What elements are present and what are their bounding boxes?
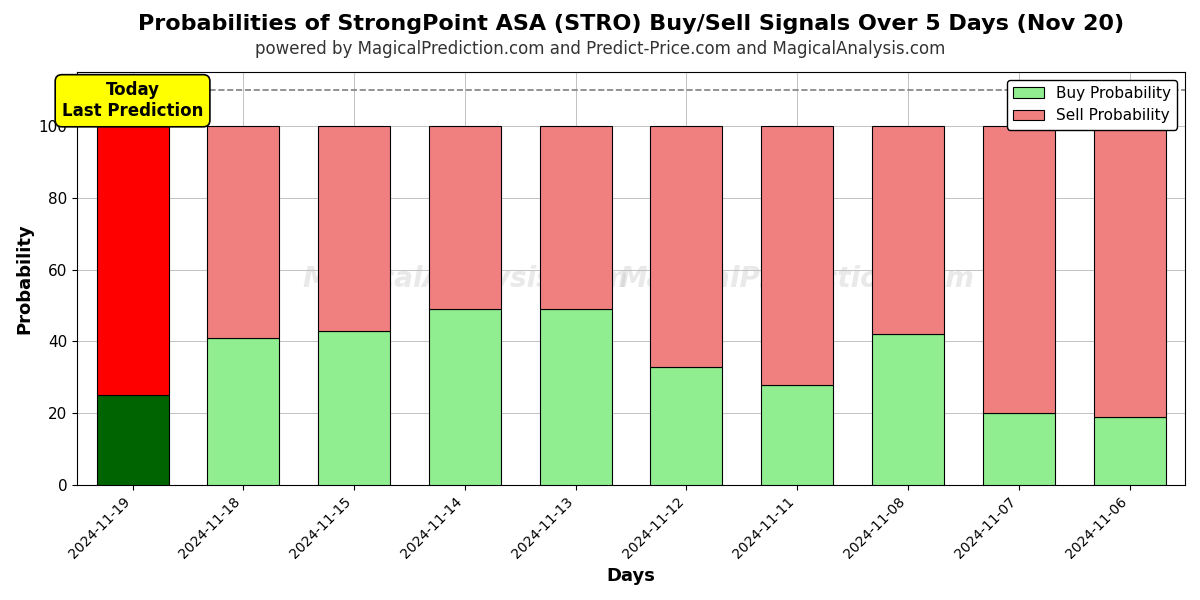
Bar	[983, 126, 1055, 413]
Text: MagicalPrediction.com: MagicalPrediction.com	[619, 265, 974, 293]
Bar	[1093, 417, 1165, 485]
Bar	[761, 385, 833, 485]
Bar	[208, 338, 280, 485]
Bar	[428, 309, 500, 485]
Text: powered by MagicalPrediction.com and Predict-Price.com and MagicalAnalysis.com: powered by MagicalPrediction.com and Pre…	[254, 40, 946, 58]
Title: Probabilities of StrongPoint ASA (STRO) Buy/Sell Signals Over 5 Days (Nov 20): Probabilities of StrongPoint ASA (STRO) …	[138, 14, 1124, 34]
Bar	[761, 126, 833, 385]
Bar	[318, 126, 390, 331]
Text: MagicalAnalysis.com: MagicalAnalysis.com	[302, 265, 628, 293]
Legend: Buy Probability, Sell Probability: Buy Probability, Sell Probability	[1007, 80, 1177, 130]
Y-axis label: Probability: Probability	[14, 223, 32, 334]
Bar	[650, 367, 722, 485]
Bar	[540, 309, 612, 485]
Bar	[208, 126, 280, 338]
Bar	[96, 126, 168, 395]
Bar	[318, 331, 390, 485]
Bar	[428, 126, 500, 309]
Bar	[96, 395, 168, 485]
Bar	[872, 334, 944, 485]
Bar	[872, 126, 944, 334]
Bar	[540, 126, 612, 309]
Text: Today
Last Prediction: Today Last Prediction	[62, 82, 203, 120]
Bar	[1093, 126, 1165, 417]
Bar	[650, 126, 722, 367]
X-axis label: Days: Days	[607, 567, 655, 585]
Bar	[983, 413, 1055, 485]
